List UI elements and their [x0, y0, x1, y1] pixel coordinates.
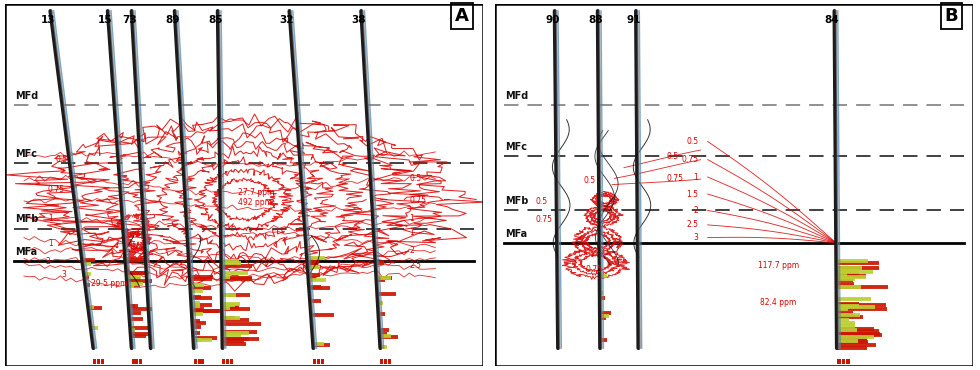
Bar: [318, 359, 320, 364]
Bar: [198, 359, 201, 364]
Text: 0.5: 0.5: [686, 137, 698, 146]
Text: 0.75: 0.75: [48, 185, 65, 194]
Text: 15: 15: [98, 14, 113, 24]
Text: 90: 90: [545, 14, 560, 24]
Text: 3: 3: [62, 270, 67, 279]
Text: 1: 1: [409, 228, 414, 238]
Text: 38: 38: [352, 14, 367, 24]
Bar: [321, 359, 323, 364]
Text: 0.5: 0.5: [55, 155, 68, 164]
Bar: [202, 359, 204, 364]
Bar: [101, 359, 104, 364]
Text: 0.75: 0.75: [681, 155, 698, 164]
Text: 13: 13: [41, 14, 55, 24]
Text: MFc: MFc: [16, 149, 37, 159]
Text: 1: 1: [409, 214, 414, 223]
Text: MFa: MFa: [506, 229, 527, 239]
Text: 3: 3: [693, 233, 698, 242]
Bar: [97, 359, 100, 364]
Text: 0.5: 0.5: [535, 197, 548, 206]
Bar: [837, 359, 841, 364]
Text: 1: 1: [694, 172, 698, 182]
Bar: [388, 359, 391, 364]
Text: 84: 84: [825, 14, 840, 24]
Text: 1: 1: [48, 239, 53, 248]
Text: 32: 32: [280, 14, 294, 24]
Text: MFd: MFd: [16, 91, 38, 101]
Text: 2.5: 2.5: [686, 221, 698, 229]
Text: B: B: [945, 7, 958, 26]
Text: 2: 2: [694, 206, 698, 215]
Text: 2.5: 2.5: [409, 261, 421, 270]
Bar: [384, 359, 387, 364]
Text: 0.75: 0.75: [586, 265, 603, 274]
Text: 1.5: 1.5: [686, 189, 698, 199]
Text: 1: 1: [48, 214, 53, 223]
Text: 85: 85: [208, 14, 222, 24]
Bar: [226, 359, 229, 364]
Bar: [314, 359, 317, 364]
Text: 0.75: 0.75: [535, 215, 553, 224]
Text: MFa: MFa: [16, 247, 37, 257]
Text: 0.5: 0.5: [583, 176, 596, 185]
Text: 0.75: 0.75: [666, 174, 683, 183]
Bar: [139, 359, 142, 364]
Bar: [194, 359, 197, 364]
Text: 88: 88: [588, 14, 603, 24]
Text: 89: 89: [165, 14, 179, 24]
Bar: [93, 359, 96, 364]
Bar: [842, 359, 846, 364]
Text: 0.75: 0.75: [409, 196, 426, 205]
Text: MFb: MFb: [506, 196, 529, 206]
Text: 29.5 ppm: 29.5 ppm: [91, 279, 127, 288]
Text: 0.5: 0.5: [666, 152, 678, 161]
Text: MFd: MFd: [506, 91, 528, 101]
Text: 27.7 ppm
492 ppm: 27.7 ppm 492 ppm: [238, 188, 274, 208]
Bar: [135, 359, 138, 364]
Text: 73: 73: [122, 14, 136, 24]
Text: MFb: MFb: [16, 214, 39, 224]
Bar: [222, 359, 225, 364]
Text: 0.5: 0.5: [409, 174, 421, 183]
Bar: [131, 359, 134, 364]
Text: 2: 2: [409, 246, 414, 256]
Text: 82.4 ppm: 82.4 ppm: [760, 298, 797, 307]
Text: 117.7 ppm: 117.7 ppm: [758, 261, 799, 270]
Text: 2: 2: [45, 258, 50, 266]
Text: A: A: [455, 7, 468, 26]
Bar: [847, 359, 851, 364]
Text: 91: 91: [626, 14, 641, 24]
Bar: [230, 359, 233, 364]
Bar: [380, 359, 383, 364]
Text: MFc: MFc: [506, 142, 527, 152]
